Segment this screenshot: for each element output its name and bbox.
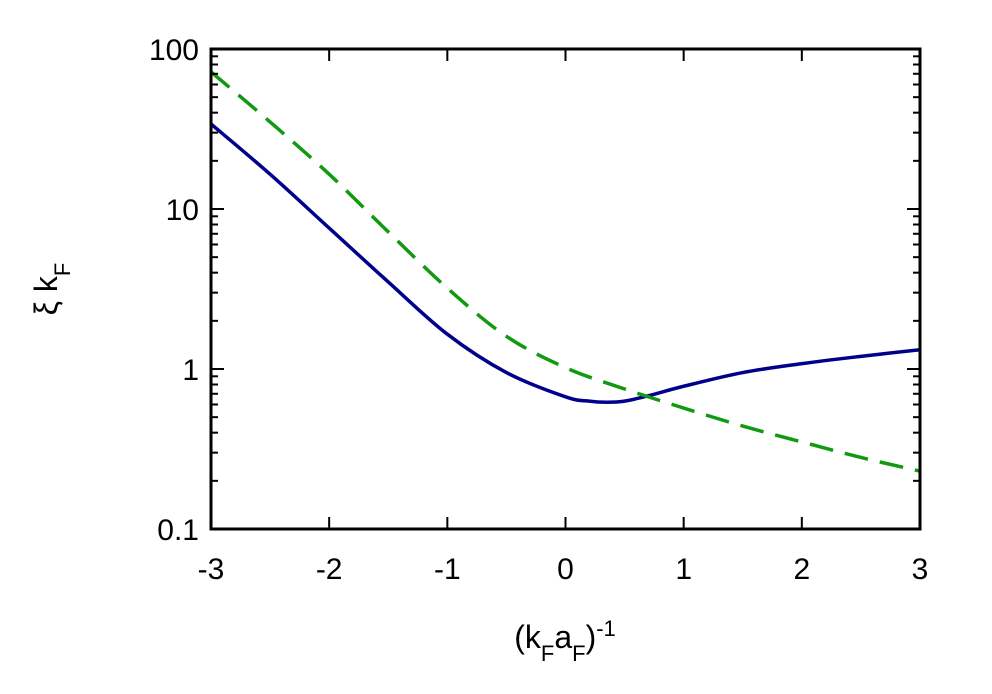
x-tick-label: 2 <box>793 553 810 586</box>
y-tick-label: 0.1 <box>157 514 199 547</box>
x-tick-label: 0 <box>557 553 574 586</box>
x-tick-label: -3 <box>198 553 225 586</box>
y-axis-label: ξ kF <box>28 263 75 316</box>
y-tick-labels: 0.1 1 10 100 <box>149 34 199 547</box>
x-tick-label: -1 <box>434 553 461 586</box>
series-line-dashed <box>211 70 920 473</box>
series-line-solid <box>211 122 920 404</box>
x-tick-label: 1 <box>675 553 692 586</box>
y-tick-label: 1 <box>182 354 199 387</box>
y-tick-label: 10 <box>166 194 199 227</box>
x-tick-label: -2 <box>316 553 343 586</box>
plot-frame <box>209 47 922 531</box>
y-tick-label: 100 <box>149 34 199 67</box>
y-ticks <box>211 48 920 530</box>
x-tick-label: 3 <box>912 553 929 586</box>
curves <box>211 70 920 473</box>
x-axis-label: (kFaF)-1 <box>514 616 616 666</box>
x-tick-labels: -3 -2 -1 0 1 2 3 <box>198 553 929 586</box>
x-ticks <box>210 49 921 529</box>
